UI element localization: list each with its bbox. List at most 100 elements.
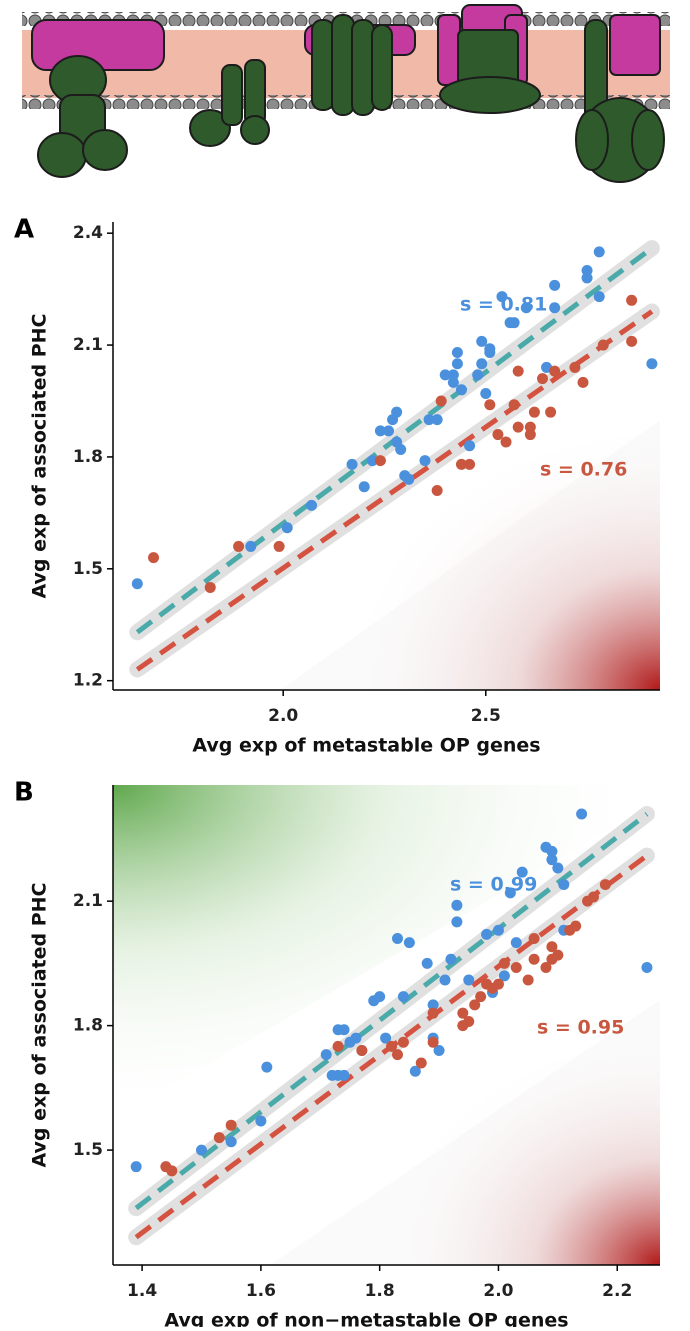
data-point bbox=[498, 970, 510, 982]
data-point bbox=[225, 1136, 237, 1148]
data-point bbox=[356, 1045, 368, 1057]
data-point bbox=[431, 484, 443, 496]
data-point bbox=[427, 1007, 439, 1019]
x-axis-label: Avg exp of metastable OP genes bbox=[192, 735, 540, 757]
y-tick-label: 1.5 bbox=[73, 1140, 103, 1160]
data-point bbox=[391, 1049, 403, 1061]
data-point bbox=[439, 974, 451, 986]
data-point bbox=[576, 808, 588, 820]
data-point bbox=[403, 473, 415, 485]
data-point bbox=[166, 1165, 178, 1177]
data-point bbox=[500, 436, 512, 448]
data-point bbox=[546, 854, 558, 866]
data-point bbox=[528, 953, 540, 965]
data-point bbox=[476, 358, 488, 370]
membrane-illustration bbox=[22, 4, 670, 183]
data-point bbox=[273, 540, 285, 552]
data-point bbox=[397, 1036, 409, 1048]
data-point bbox=[558, 879, 570, 891]
data-point bbox=[455, 458, 467, 470]
annotation: s = 0.99 bbox=[450, 874, 537, 896]
data-point bbox=[457, 1007, 469, 1019]
data-point bbox=[350, 1032, 362, 1044]
data-point bbox=[546, 845, 558, 857]
data-point bbox=[451, 358, 463, 370]
data-point bbox=[510, 962, 522, 974]
data-point bbox=[484, 343, 496, 355]
data-point bbox=[469, 999, 481, 1011]
data-point bbox=[593, 246, 605, 258]
data-point bbox=[464, 458, 476, 470]
y-tick-label: 1.2 bbox=[73, 671, 103, 691]
y-tick-label: 2.1 bbox=[73, 335, 103, 355]
data-point bbox=[306, 499, 318, 511]
data-point bbox=[492, 924, 504, 936]
data-point bbox=[386, 1040, 398, 1052]
data-point bbox=[569, 361, 581, 373]
data-point bbox=[447, 369, 459, 381]
annotation: s = 0.95 bbox=[537, 1017, 624, 1039]
y-tick-label: 2.4 bbox=[73, 223, 103, 243]
data-point bbox=[536, 373, 548, 385]
data-point bbox=[472, 369, 484, 381]
data-point bbox=[409, 1065, 421, 1077]
data-point bbox=[508, 317, 520, 329]
data-point bbox=[593, 291, 605, 303]
data-point bbox=[463, 974, 475, 986]
data-point bbox=[380, 1032, 392, 1044]
data-point bbox=[587, 891, 599, 903]
data-point bbox=[463, 1015, 475, 1027]
fit-line bbox=[135, 309, 654, 672]
data-point bbox=[427, 999, 439, 1011]
data-point bbox=[528, 406, 540, 418]
y-tick-label: 1.8 bbox=[73, 447, 103, 467]
data-point bbox=[451, 899, 463, 911]
y-axis-label: Avg exp of associated PHC bbox=[29, 314, 51, 599]
data-point bbox=[395, 443, 407, 455]
data-point bbox=[374, 455, 386, 467]
data-point bbox=[131, 578, 143, 590]
data-point bbox=[522, 974, 534, 986]
data-point bbox=[451, 347, 463, 359]
data-point bbox=[520, 302, 532, 314]
data-point bbox=[476, 335, 488, 347]
data-point bbox=[130, 1161, 142, 1173]
data-point bbox=[540, 962, 552, 974]
data-point bbox=[415, 1057, 427, 1069]
data-point bbox=[148, 552, 160, 564]
y-tick-label: 1.5 bbox=[73, 559, 103, 579]
data-point bbox=[391, 406, 403, 418]
data-point bbox=[391, 933, 403, 945]
data-point bbox=[433, 1045, 445, 1057]
data-point bbox=[581, 272, 593, 284]
data-point bbox=[641, 962, 653, 974]
y-tick-label: 1.8 bbox=[73, 1016, 103, 1036]
data-point bbox=[498, 957, 510, 969]
data-point bbox=[403, 937, 415, 949]
data-point bbox=[626, 294, 638, 306]
data-point bbox=[481, 928, 493, 940]
data-point bbox=[492, 978, 504, 990]
data-point bbox=[451, 916, 463, 928]
data-point bbox=[524, 429, 536, 441]
data-point bbox=[281, 522, 293, 534]
data-point bbox=[546, 941, 558, 953]
data-point bbox=[597, 339, 609, 351]
annotation: s = 0.76 bbox=[540, 459, 627, 481]
data-point bbox=[427, 1036, 439, 1048]
x-tick-label: 2.0 bbox=[483, 1281, 513, 1301]
data-point bbox=[374, 425, 386, 437]
data-point bbox=[549, 365, 561, 377]
data-point bbox=[332, 1040, 344, 1052]
annotation: s = 0.81 bbox=[460, 294, 547, 316]
data-point bbox=[464, 440, 476, 452]
data-point bbox=[549, 302, 561, 314]
panel-label: A bbox=[14, 215, 34, 245]
data-point bbox=[255, 1115, 267, 1127]
data-point bbox=[374, 991, 386, 1003]
data-point bbox=[439, 369, 451, 381]
x-axis-label: Avg exp of non−metastable OP genes bbox=[164, 1310, 568, 1328]
data-point bbox=[510, 937, 522, 949]
data-point bbox=[431, 414, 443, 426]
